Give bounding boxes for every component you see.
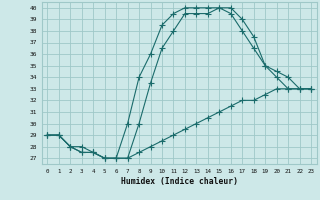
X-axis label: Humidex (Indice chaleur): Humidex (Indice chaleur) (121, 177, 238, 186)
